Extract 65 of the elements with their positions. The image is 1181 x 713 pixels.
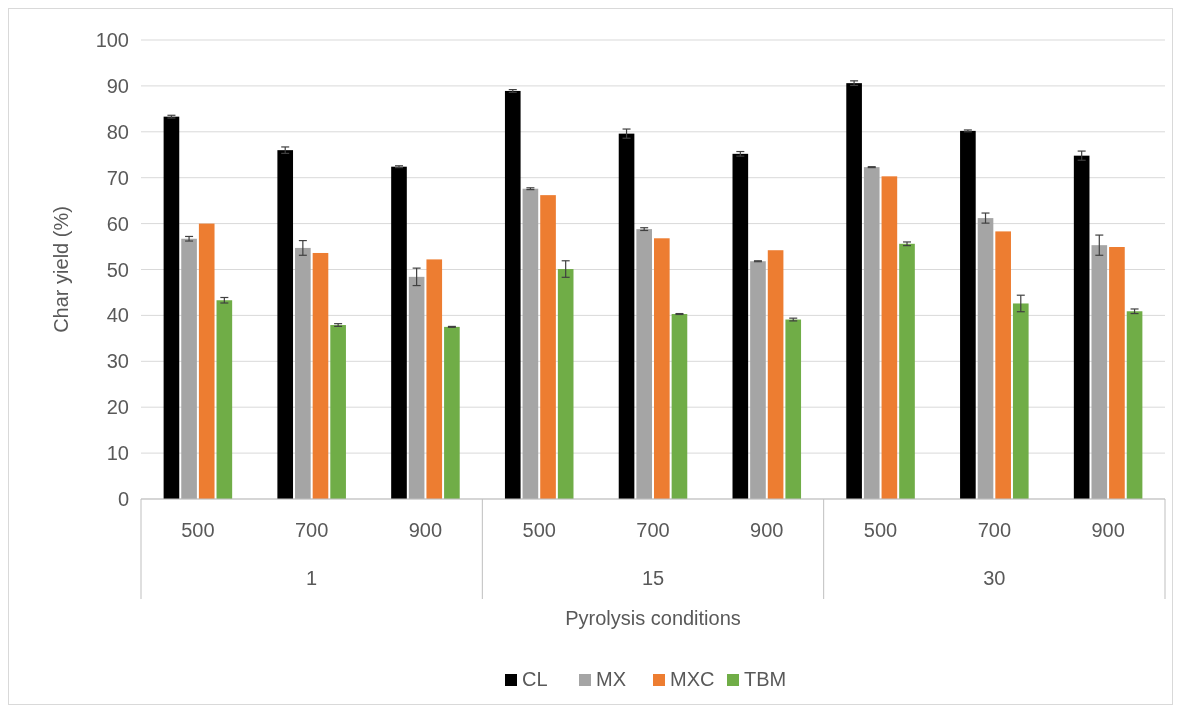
x-tick-label: 500 — [522, 519, 556, 541]
bar — [1012, 303, 1029, 499]
y-tick-label: 90 — [106, 74, 129, 97]
y-tick-label: 20 — [106, 396, 129, 419]
x-axis-title: Pyrolysis conditions — [565, 607, 741, 629]
y-tick-label: 30 — [106, 350, 129, 373]
bar — [522, 188, 539, 499]
bar — [312, 252, 329, 499]
legend-label: TBM — [744, 668, 787, 690]
bar — [408, 276, 425, 499]
x-tick-label: 700 — [294, 519, 329, 541]
bar — [881, 176, 898, 499]
y-tick-label: 60 — [106, 212, 129, 235]
bar — [636, 229, 652, 499]
bar — [863, 167, 880, 499]
bar — [750, 261, 766, 499]
x-tick-label: 500 — [181, 519, 215, 541]
y-tick-label: 100 — [95, 29, 129, 51]
x-tick-label: 900 — [408, 519, 443, 541]
y-axis-title: Char yield (%) — [50, 206, 72, 333]
bar — [671, 314, 688, 499]
x-tick-label: 900 — [750, 519, 784, 541]
bar — [1073, 155, 1090, 499]
bar — [444, 326, 460, 499]
bar — [618, 133, 635, 499]
bar — [977, 218, 994, 499]
legend-label: CL — [522, 668, 548, 690]
bar — [557, 269, 574, 499]
bar — [391, 166, 407, 499]
bar — [899, 243, 915, 499]
bar — [163, 116, 180, 499]
legend-label: MXC — [670, 668, 715, 690]
bar — [295, 247, 311, 499]
y-tick-label: 0 — [117, 488, 129, 510]
bar — [330, 325, 346, 499]
x-tick-label: 500 — [863, 519, 898, 541]
y-tick-label: 10 — [106, 442, 129, 465]
bar — [426, 259, 443, 499]
bar — [277, 150, 294, 499]
bar — [181, 238, 197, 499]
y-tick-label: 40 — [106, 304, 129, 327]
bar — [767, 250, 784, 499]
y-tick-label: 50 — [106, 258, 129, 281]
text: 1 — [306, 567, 318, 589]
bar — [540, 195, 556, 499]
bar — [995, 231, 1011, 499]
text: 15 — [641, 567, 665, 589]
x-tick-label: 700 — [977, 519, 1012, 541]
text: 30 — [983, 567, 1006, 589]
bar — [216, 300, 233, 499]
y-tick-label: 80 — [106, 120, 129, 143]
y-tick-label: 70 — [106, 166, 129, 189]
bar — [785, 319, 802, 499]
bar — [1109, 247, 1125, 499]
legend-label: MX — [596, 668, 626, 690]
bar — [654, 238, 670, 499]
x-tick-label: 900 — [1091, 519, 1125, 541]
x-tick-label: 700 — [636, 519, 670, 541]
bar — [504, 90, 521, 499]
bar — [1126, 311, 1143, 499]
bar — [198, 223, 215, 499]
bar — [1091, 245, 1108, 499]
bar — [732, 153, 749, 499]
bar — [846, 83, 862, 499]
bar — [960, 130, 976, 499]
